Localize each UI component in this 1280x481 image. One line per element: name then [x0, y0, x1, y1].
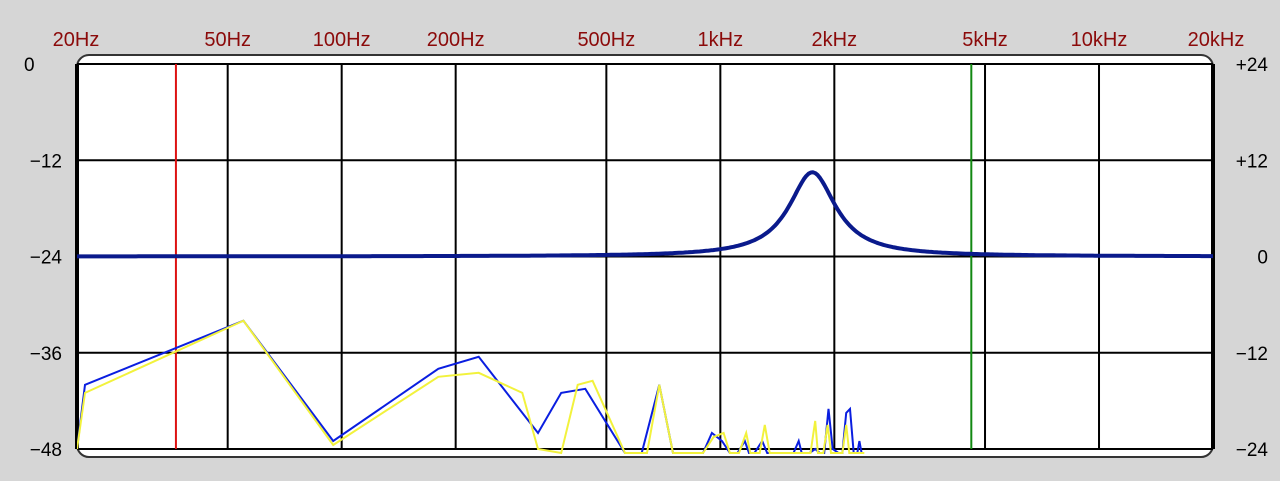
spectrum-layer [77, 319, 865, 455]
frequency-tick-label: 5kHz [962, 29, 1008, 51]
frequency-tick-label: 20Hz [53, 29, 100, 51]
right-db-tick-label: −24 [1236, 440, 1269, 461]
frequency-tick-label: 50Hz [204, 29, 251, 51]
eq-response-curve[interactable] [77, 170, 1213, 259]
spectrum-series-line [77, 319, 865, 455]
right-db-tick-label: −12 [1236, 344, 1268, 365]
frequency-tick-label: 2kHz [812, 29, 858, 51]
left-db-axis-labels: 0 −12 −24 −36 −48 [24, 55, 62, 461]
frequency-axis-labels: 20Hz 50Hz 100Hz 200Hz 500Hz 1kHz 2kHz 5kHz 10kHz… [53, 29, 1245, 51]
frequency-tick-label: 100Hz [313, 29, 371, 51]
frequency-tick-label: 20kHz [1188, 29, 1245, 51]
right-db-axis-labels: +24 +12 0 −12 −24 [1236, 55, 1269, 461]
frequency-tick-label: 200Hz [427, 29, 485, 51]
right-db-tick-label: 0 [1257, 248, 1268, 269]
left-db-tick-label: −48 [30, 440, 62, 461]
eq-curve-layer[interactable] [77, 170, 1213, 259]
frequency-tick-label: 10kHz [1071, 29, 1128, 51]
left-db-tick-label: −12 [30, 151, 62, 172]
left-db-tick-label: −36 [30, 344, 62, 365]
right-db-tick-label: +24 [1236, 55, 1269, 76]
left-db-tick-label: −24 [30, 248, 63, 269]
left-db-tick-label: 0 [24, 55, 35, 76]
right-db-tick-label: +12 [1236, 151, 1268, 172]
frequency-tick-label: 500Hz [577, 29, 635, 51]
frequency-tick-label: 1kHz [698, 29, 744, 51]
